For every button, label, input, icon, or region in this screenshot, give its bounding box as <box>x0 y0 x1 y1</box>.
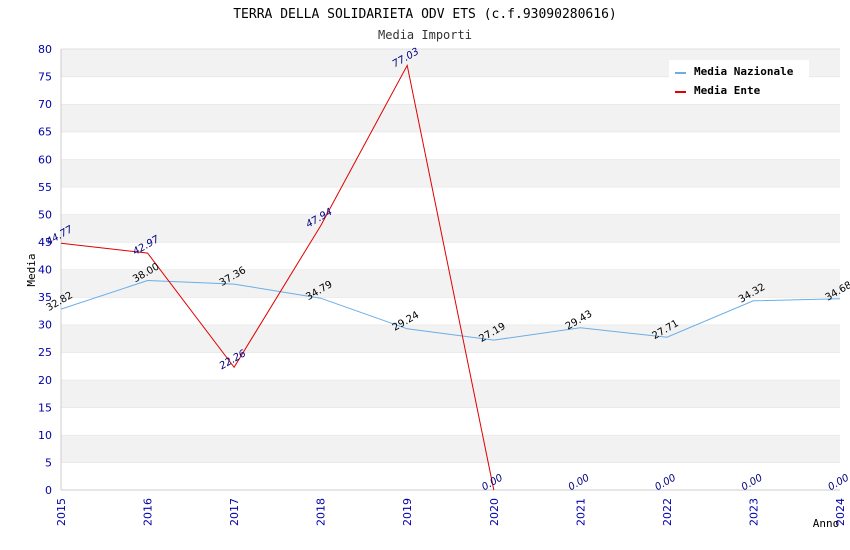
y-tick-label: 70 <box>38 98 52 111</box>
legend-box <box>669 60 809 102</box>
y-tick-label: 45 <box>38 236 52 249</box>
grid-band <box>61 269 840 298</box>
y-tick-label: 75 <box>38 71 52 84</box>
grid-band <box>61 186 840 215</box>
y-tick-label: 65 <box>38 126 52 139</box>
grid-band <box>61 379 840 408</box>
chart-title: TERRA DELLA SOLIDARIETA ODV ETS (c.f.930… <box>233 7 617 22</box>
x-axis-label: Anno <box>813 517 840 530</box>
x-tick-label: 2016 <box>142 498 155 526</box>
x-tick-label: 2015 <box>55 498 68 526</box>
axes <box>60 49 840 491</box>
x-tick-label: 2018 <box>315 498 328 526</box>
x-tick-label: 2020 <box>488 498 501 526</box>
legend: Media Nazionale Media Ente <box>669 60 809 102</box>
grid-band <box>61 434 840 463</box>
grid-band <box>61 241 840 270</box>
y-tick-label: 5 <box>45 456 52 469</box>
y-tick-label: 20 <box>38 374 52 387</box>
y-tick-label: 30 <box>38 319 52 332</box>
y-tick-label: 25 <box>38 346 52 359</box>
x-tick-label: 2024 <box>834 498 847 526</box>
grid-band <box>61 104 840 132</box>
y-tick-label: 40 <box>38 264 52 277</box>
series-lines <box>60 63 841 491</box>
y-tick-label: 50 <box>38 208 52 221</box>
legend-label-media-ente: Media Ente <box>694 84 761 97</box>
x-tick-label: 2023 <box>747 498 760 526</box>
grid-band <box>61 214 840 242</box>
y-axis-label: Media <box>25 253 38 286</box>
y-tick-label: 0 <box>45 484 52 497</box>
series-line-media-nazionale <box>60 279 841 341</box>
x-tick-label: 2019 <box>401 498 414 526</box>
x-tick-label: 2022 <box>661 498 674 526</box>
y-tick-label: 55 <box>38 181 52 194</box>
legend-label-media-nazionale: Media Nazionale <box>694 65 794 78</box>
grid-band <box>61 159 840 187</box>
grid-band <box>61 352 840 380</box>
x-tick-label: 2021 <box>574 498 587 526</box>
grid-band <box>61 131 840 160</box>
chart-subtitle: Media Importi <box>378 28 472 42</box>
series-line-media-ente <box>60 63 495 491</box>
x-axis-ticks: 2015 2016 2017 2018 2019 2020 2021 2022 2023 2024 <box>55 498 847 526</box>
x-tick-label: 2017 <box>228 498 241 526</box>
y-axis-ticks: 0 5 10 15 20 25 30 35 40 45 50 55 60 65 70 75 80 <box>38 43 52 497</box>
grid-band <box>61 324 840 353</box>
y-tick-label: 15 <box>38 401 52 414</box>
grid-bands <box>61 48 840 490</box>
grid-band <box>61 407 840 435</box>
grid-band <box>61 297 840 325</box>
y-tick-label: 10 <box>38 429 52 442</box>
y-tick-label: 80 <box>38 43 52 56</box>
y-tick-label: 60 <box>38 153 52 166</box>
y-tick-label: 35 <box>38 291 52 304</box>
grid-band <box>61 462 840 490</box>
